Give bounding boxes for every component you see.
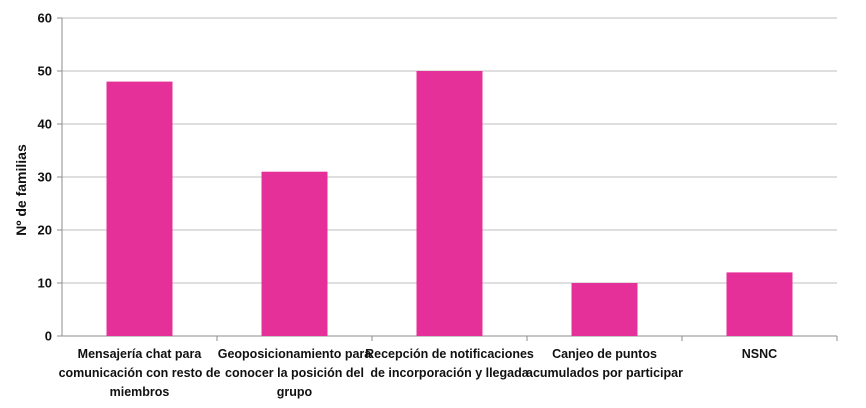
- y-tick-label: 10: [38, 276, 52, 291]
- x-tick-label-line: Canjeo de puntos: [552, 347, 657, 361]
- x-tick-label-line: grupo: [277, 385, 313, 399]
- y-tick-label: 0: [45, 329, 52, 344]
- bar: [416, 71, 483, 336]
- x-tick-label: Mensajería chat para comunicación con res…: [59, 347, 221, 399]
- x-tick-label-line: Mensajería chat para: [78, 347, 203, 361]
- y-tick-labels: 0 10 20 30 40 50 60: [38, 11, 62, 344]
- x-tick-label: Canjeo de puntos acumulados por participa…: [526, 347, 683, 380]
- x-tick-label: NSNC: [742, 347, 777, 361]
- bar: [726, 272, 793, 336]
- bar: [261, 171, 328, 336]
- x-tick-label-line: conocer la posición del: [225, 366, 364, 380]
- x-tick-label-line: Geoposicionamiento para: [218, 347, 373, 361]
- x-tick-label-line: de incorporación y llegada: [370, 366, 529, 380]
- x-tick-label-line: Recepción de notificaciones: [365, 347, 534, 361]
- x-tick-labels: Mensajería chat para comunicación con res…: [59, 336, 838, 399]
- y-tick-label: 30: [38, 170, 52, 185]
- x-tick-label-line: miembros: [110, 385, 170, 399]
- bars: [106, 71, 793, 336]
- y-tick-label: 50: [38, 64, 52, 79]
- y-tick-label: 40: [38, 117, 52, 132]
- y-tick-label: 20: [38, 223, 52, 238]
- x-tick-label: Recepción de notificaciones de incorporac…: [365, 347, 534, 380]
- y-axis-label: Nº de familias: [13, 144, 29, 236]
- y-tick-label: 60: [38, 11, 52, 26]
- x-tick-label: Geoposicionamiento para conocer la posici…: [218, 347, 373, 399]
- x-tick-label-line: comunicación con resto de: [59, 366, 221, 380]
- bar: [106, 81, 173, 336]
- x-tick-label-line: acumulados por participar: [526, 366, 683, 380]
- x-tick-label-line: NSNC: [742, 347, 777, 361]
- bar: [571, 283, 638, 336]
